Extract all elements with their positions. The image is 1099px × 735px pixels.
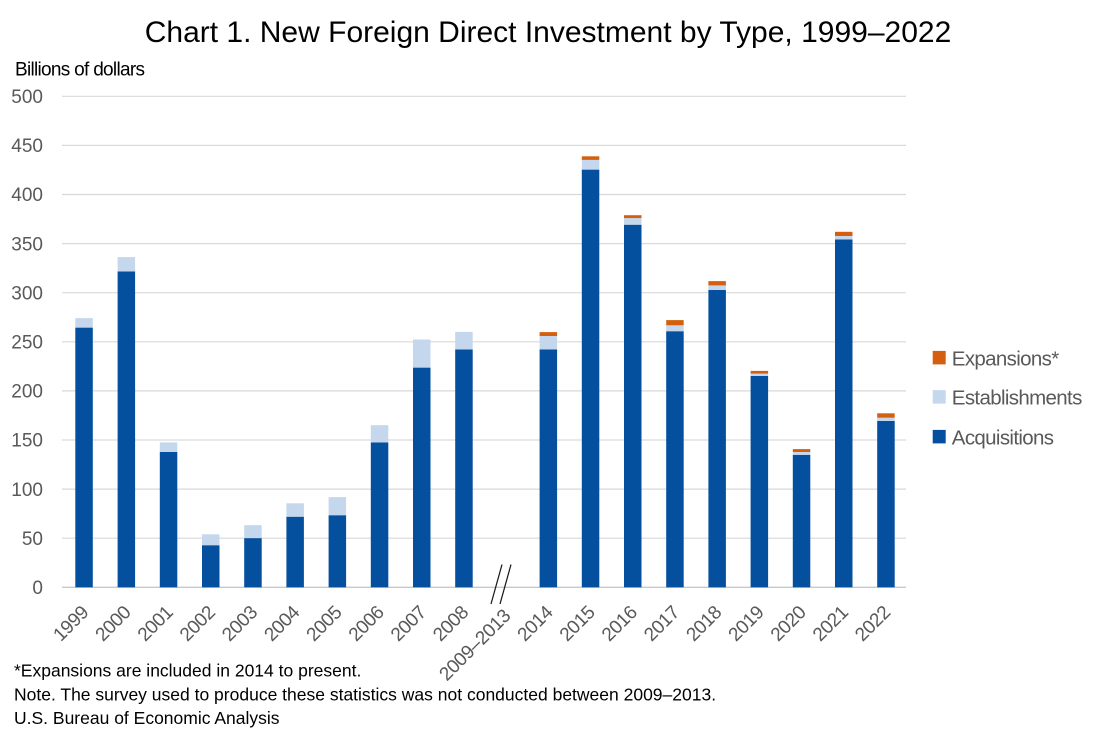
svg-text:50: 50 xyxy=(22,529,43,550)
svg-text:Note. The survey used to produ: Note. The survey used to produce these s… xyxy=(14,685,716,705)
svg-text:Acquisitions: Acquisitions xyxy=(952,426,1054,449)
svg-text:350: 350 xyxy=(11,234,43,255)
svg-text:400: 400 xyxy=(11,185,43,206)
svg-text:200: 200 xyxy=(11,382,43,403)
svg-text:250: 250 xyxy=(11,333,43,354)
svg-text:450: 450 xyxy=(11,136,43,157)
svg-text:Chart 1. New Foreign Direct In: Chart 1. New Foreign Direct Investment b… xyxy=(145,16,952,49)
svg-text:Billions of dollars: Billions of dollars xyxy=(15,60,144,81)
svg-text:0: 0 xyxy=(32,578,43,599)
svg-text:300: 300 xyxy=(11,283,43,304)
svg-text:100: 100 xyxy=(11,480,43,501)
svg-text:U.S. Bureau of Economic Analys: U.S. Bureau of Economic Analysis xyxy=(14,708,280,728)
svg-text:150: 150 xyxy=(11,431,43,452)
svg-text:500: 500 xyxy=(11,87,43,108)
svg-text:Expansions*: Expansions* xyxy=(952,347,1059,370)
svg-text:Establishments: Establishments xyxy=(952,387,1082,410)
svg-text:*Expansions are included in 20: *Expansions are included in 2014 to pres… xyxy=(14,661,361,681)
